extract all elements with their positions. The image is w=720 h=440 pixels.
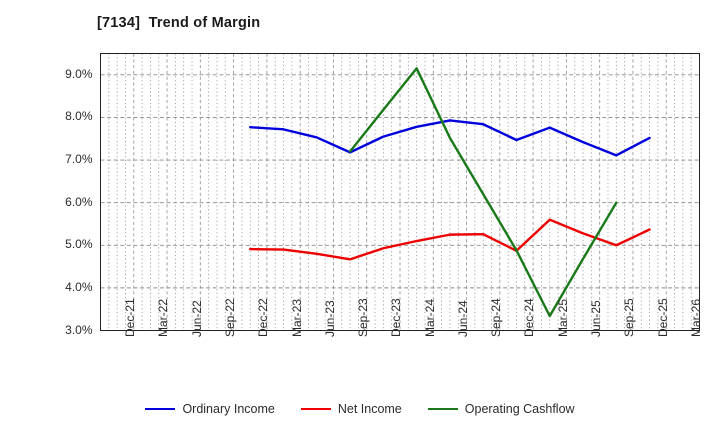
legend-color-swatch: [300, 408, 331, 410]
x-axis-tick-label: Jun-25: [589, 299, 604, 337]
legend-item[interactable]: Ordinary Income: [145, 402, 275, 416]
series-line: [348, 67, 618, 318]
legend-item[interactable]: Net Income: [300, 402, 402, 416]
legend-label: Net Income: [337, 402, 402, 416]
series-line: [249, 218, 651, 261]
x-axis-tick-label: Dec-21: [123, 297, 138, 337]
x-axis-tick-label: Dec-24: [522, 297, 537, 337]
x-axis-tick-label: Dec-23: [389, 297, 404, 337]
y-axis-tick-label: 4.0%: [65, 279, 93, 294]
legend-label: Operating Cashflow: [464, 402, 575, 416]
y-axis-tick-label: 6.0%: [65, 194, 93, 209]
x-axis-tick-label: Mar-24: [422, 298, 437, 337]
x-axis-tick-label: Jun-23: [322, 299, 337, 337]
y-axis-tick-label: 7.0%: [65, 152, 93, 167]
y-axis-tick-label: 3.0%: [65, 322, 93, 337]
x-axis-tick-label: Sep-24: [489, 297, 504, 337]
minor-gridlines: [108, 53, 692, 331]
plot-frame: [100, 53, 700, 331]
major-gridlines: [100, 53, 700, 331]
y-axis-tick-label: 5.0%: [65, 237, 93, 252]
legend-color-swatch: [427, 408, 458, 410]
x-axis-tick-label: Mar-22: [156, 298, 171, 337]
y-axis-tick-label: 9.0%: [65, 66, 93, 81]
x-axis-tick-label: Sep-25: [622, 297, 637, 337]
x-axis-tick-label: Dec-22: [256, 297, 271, 337]
y-axis-tick-label: 8.0%: [65, 109, 93, 124]
x-axis-tick-label: Dec-25: [655, 297, 670, 337]
x-axis-tick-label: Mar-25: [555, 298, 570, 337]
series-lines: [249, 67, 651, 318]
x-axis-tick-label: Jun-22: [189, 299, 204, 337]
x-axis-tick-label: Sep-22: [222, 297, 237, 337]
legend-color-swatch: [145, 408, 176, 410]
x-axis-tick-label: Mar-26: [688, 298, 703, 337]
series-line: [249, 119, 651, 157]
x-axis-tick-label: Sep-23: [356, 297, 371, 337]
chart-legend: Ordinary Income Net Income Operating Cashf…: [0, 402, 720, 416]
legend-label: Ordinary Income: [182, 402, 275, 416]
legend-item[interactable]: Operating Cashflow: [427, 402, 575, 416]
x-axis-tick-label: Mar-23: [289, 298, 304, 337]
x-axis-tick-label: Jun-24: [455, 299, 470, 337]
chart-title: [7134] Trend of Margin: [97, 15, 261, 31]
